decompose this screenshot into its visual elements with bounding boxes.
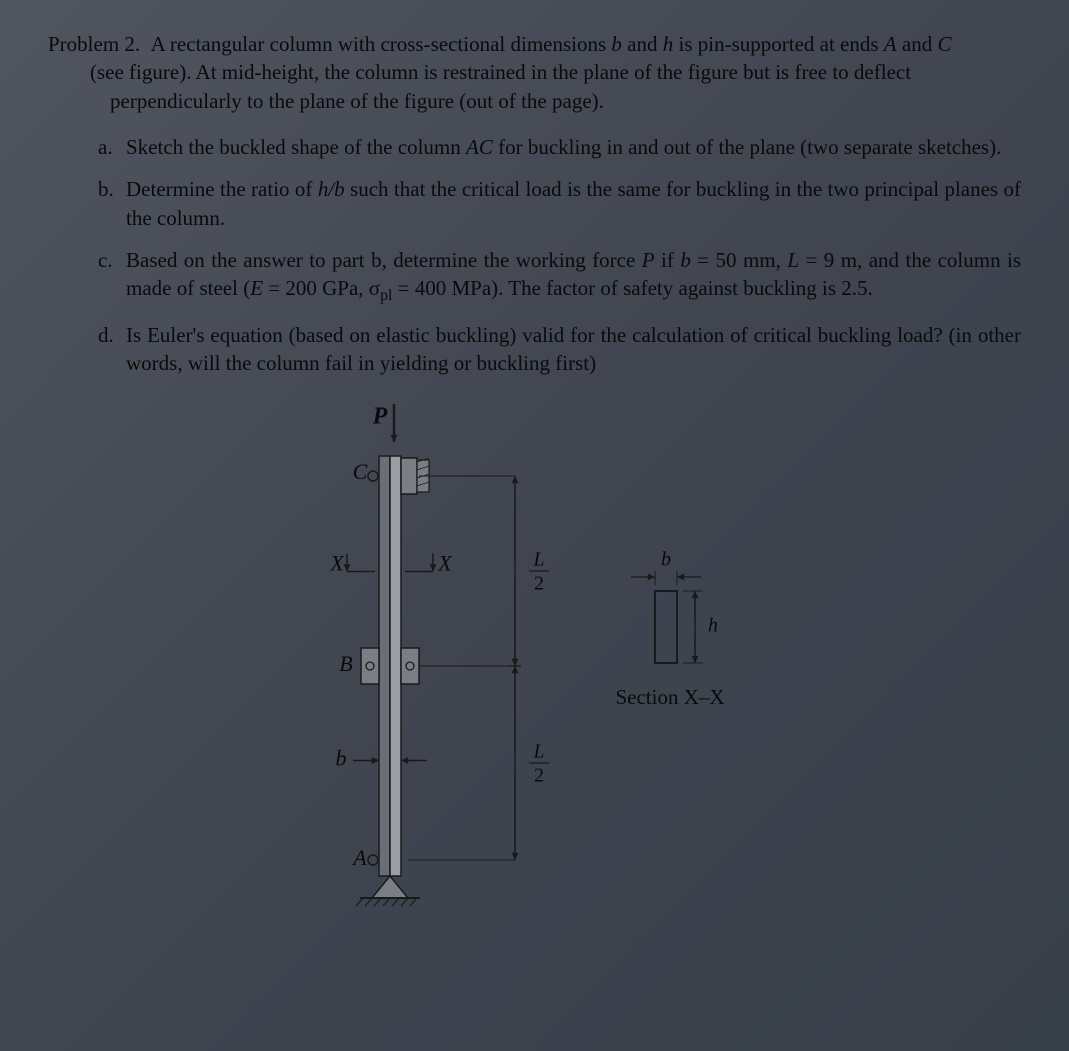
part-b-marker: b. [98, 175, 126, 232]
svg-text:B: B [339, 651, 352, 676]
part-b: b. Determine the ratio of h/b such that … [98, 175, 1021, 232]
var-b: b [611, 32, 622, 56]
part-c-eq1: = 50 mm, [691, 248, 788, 272]
var-h: h [663, 32, 674, 56]
part-a-marker: a. [98, 133, 126, 161]
svg-text:C: C [352, 459, 367, 484]
part-a-t1: Sketch the buckled shape of the column [126, 135, 466, 159]
part-c-eq3: = 200 GPa, σ [263, 276, 380, 300]
part-d: d. Is Euler's equation (based on elastic… [98, 321, 1021, 378]
svg-text:b: b [335, 745, 346, 770]
part-a-t2: for buckling in and out of the plane (tw… [493, 135, 1002, 159]
part-c-L: L [787, 248, 799, 272]
part-c: c. Based on the answer to part b, determ… [98, 246, 1021, 307]
intro-and: and [622, 32, 663, 56]
part-c-eq4: = 400 MPa). The factor of safety against… [392, 276, 872, 300]
problem-label: Problem 2. [48, 32, 140, 56]
svg-text:h: h [708, 614, 718, 636]
part-c-t2: if [655, 248, 681, 272]
part-b-t1: Determine the ratio of [126, 177, 318, 201]
part-b-hb: h/b [318, 177, 345, 201]
figure-container: PCXXBbAL2L2bhSection X–X [48, 396, 1021, 916]
column-figure: PCXXBbAL2L2bhSection X–X [235, 396, 835, 916]
intro-4: (see figure). At mid-height, the column … [68, 58, 1021, 115]
parts-list: a. Sketch the buckled shape of the colum… [48, 133, 1021, 378]
part-d-marker: d. [98, 321, 126, 378]
part-c-P: P [642, 248, 655, 272]
svg-text:P: P [371, 403, 387, 429]
svg-text:2: 2 [534, 764, 544, 786]
intro-2: is pin-supported at ends [673, 32, 884, 56]
svg-text:Section X–X: Section X–X [615, 684, 724, 708]
svg-text:X: X [437, 550, 453, 575]
svg-text:A: A [351, 845, 367, 870]
part-a-AC: AC [466, 135, 493, 159]
var-C: C [937, 32, 951, 56]
part-a: a. Sketch the buckled shape of the colum… [98, 133, 1021, 161]
svg-text:L: L [532, 740, 544, 762]
part-c-t1: Based on the answer to part b, determine… [126, 248, 642, 272]
svg-text:L: L [532, 548, 544, 570]
part-c-b: b [680, 248, 691, 272]
part-c-marker: c. [98, 246, 126, 307]
svg-text:2: 2 [534, 572, 544, 594]
part-d-text: Is Euler's equation (based on elastic bu… [126, 321, 1021, 378]
svg-text:b: b [661, 548, 671, 570]
svg-text:X: X [329, 550, 345, 575]
problem-statement: Problem 2. A rectangular column with cro… [68, 30, 1021, 115]
part-c-E: E [250, 276, 263, 300]
intro-1: A rectangular column with cross-sectiona… [151, 32, 612, 56]
intro-3: and [897, 32, 938, 56]
part-c-pl: pl [380, 288, 392, 305]
var-A: A [884, 32, 897, 56]
